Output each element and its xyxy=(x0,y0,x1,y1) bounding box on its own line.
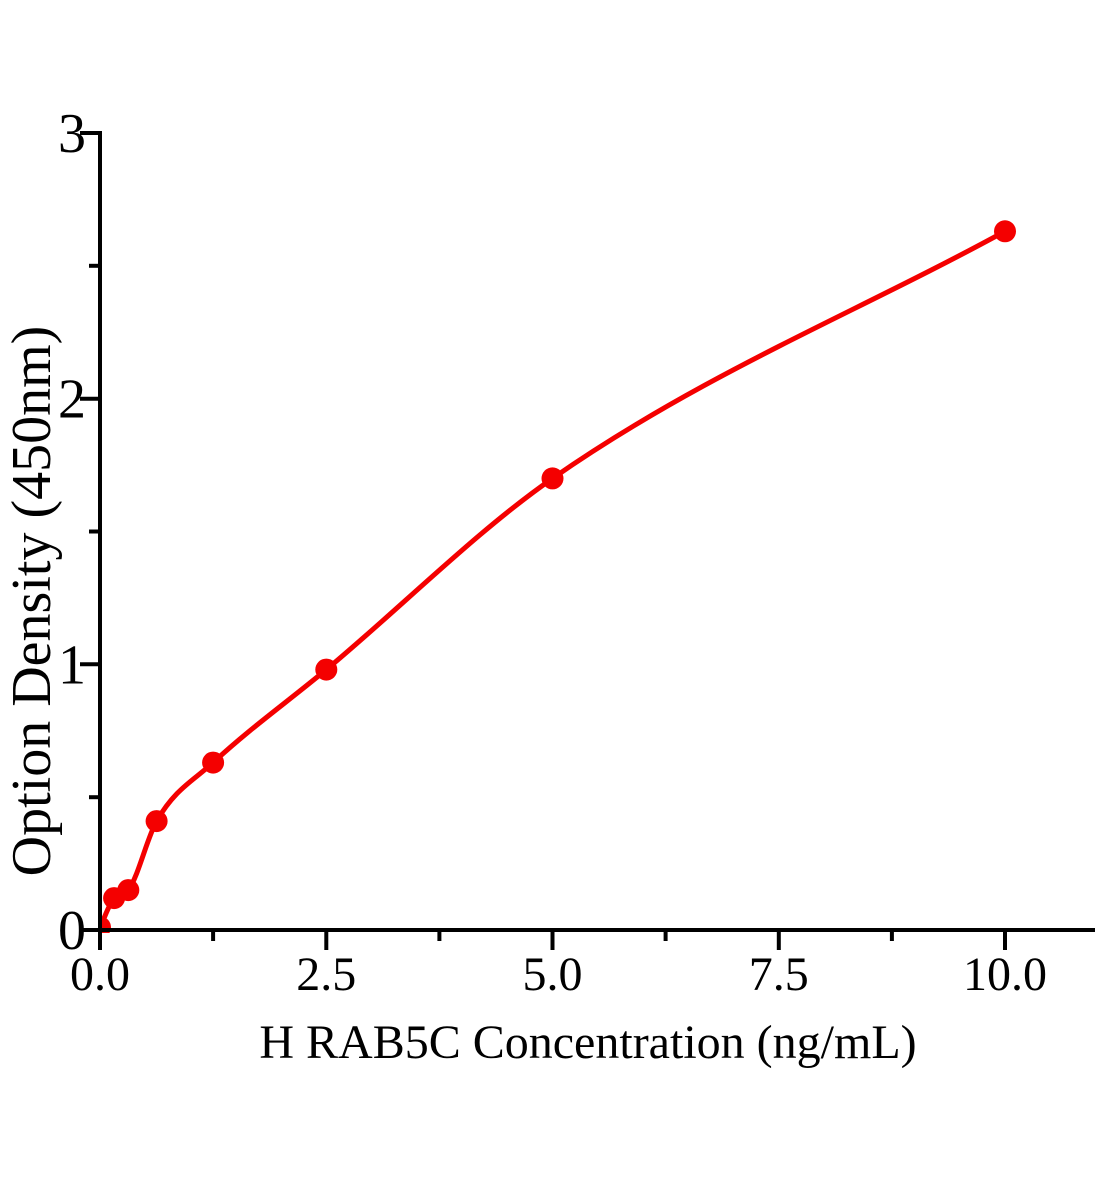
y-tick-label: 0 xyxy=(58,900,86,962)
x-tick-label: 5.0 xyxy=(523,948,583,1001)
y-tick-label: 1 xyxy=(58,634,86,696)
y-tick-label: 2 xyxy=(58,369,86,431)
x-tick-label: 10.0 xyxy=(963,948,1047,1001)
x-tick-label: 2.5 xyxy=(296,948,356,1001)
data-point-marker xyxy=(145,810,168,833)
y-tick-label: 3 xyxy=(58,103,86,165)
fit-curve xyxy=(100,229,1007,929)
data-point-marker xyxy=(994,220,1016,243)
x-tick-label: 7.5 xyxy=(749,948,809,1001)
data-point-marker xyxy=(117,879,140,902)
x-axis-title: H RAB5C Concentration (ng/mL) xyxy=(259,1016,916,1069)
data-point-marker xyxy=(202,751,225,774)
data-point-marker xyxy=(541,467,564,490)
data-point-marker xyxy=(315,658,338,681)
plot-area: 0 1 2 3 0.0 2.5 5.0 7.5 10.0 xyxy=(58,103,1095,1001)
y-axis-title: Option Density (450nm) xyxy=(1,326,63,877)
x-tick-label: 0.0 xyxy=(70,948,130,1001)
